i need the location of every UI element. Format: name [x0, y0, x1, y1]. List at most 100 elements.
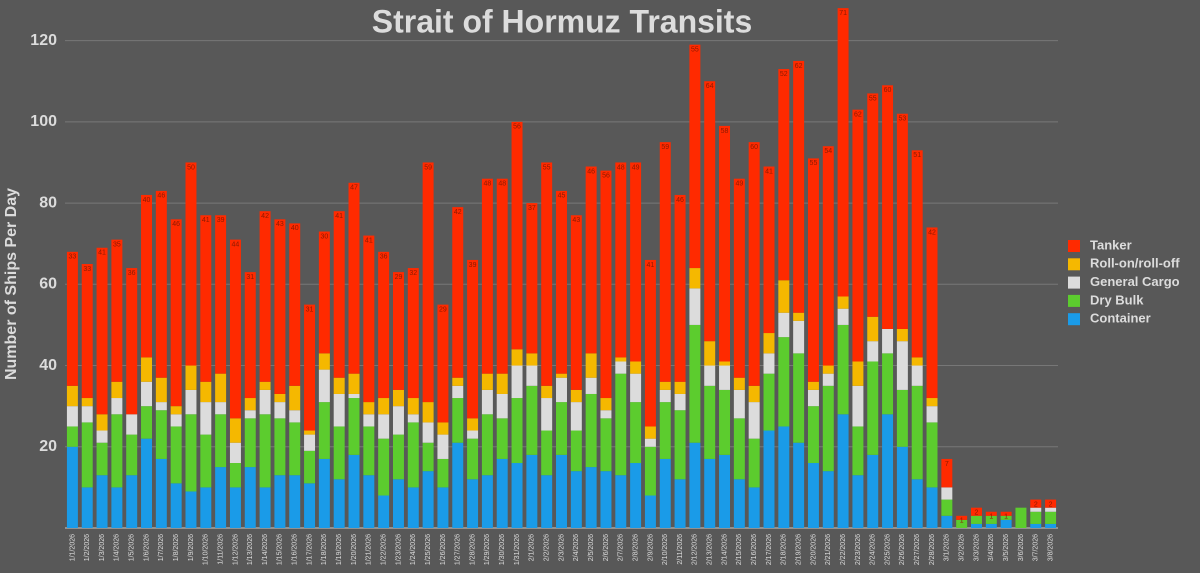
bar-segment	[66, 406, 78, 427]
x-tick-label: 2/8/2026	[632, 534, 639, 561]
bar-segment	[1015, 507, 1027, 528]
data-label: 55	[810, 160, 818, 167]
x-tick-label: 2/23/2026	[855, 534, 862, 565]
bar-segment	[807, 389, 819, 407]
bar-segment	[837, 8, 849, 297]
data-label: 43	[572, 217, 580, 224]
bar-segment	[185, 365, 197, 390]
x-tick-label: 1/5/2026	[129, 534, 136, 561]
bar-segment	[407, 422, 419, 488]
x-tick-label: 2/25/2026	[884, 534, 891, 565]
bar-segment	[66, 426, 78, 447]
bar-segment	[882, 85, 894, 329]
x-tick-label: 2/15/2026	[736, 534, 743, 565]
x-tick-label: 2/17/2026	[766, 534, 773, 565]
bar-segment	[141, 438, 152, 528]
bar-segment	[793, 60, 805, 313]
bar-segment	[200, 434, 212, 488]
bar-segment	[1030, 523, 1042, 528]
bar-segment	[867, 316, 879, 342]
bar-segment	[556, 190, 567, 374]
data-label: 52	[780, 71, 788, 78]
x-tick-label: 2/22/2026	[840, 534, 847, 565]
x-tick-label: 1/6/2026	[143, 534, 150, 561]
x-tick-label: 1/13/2026	[247, 534, 254, 565]
bar-segment	[437, 458, 449, 488]
bar-segment	[304, 483, 316, 528]
bar-segment	[867, 93, 879, 317]
x-tick-label: 2/12/2026	[692, 534, 699, 565]
x-tick-label: 1/24/2026	[410, 534, 417, 565]
bar-segment	[793, 442, 805, 528]
x-tick-label: 1/21/2026	[366, 534, 373, 565]
bar-segment	[793, 353, 805, 443]
bar-segment	[763, 166, 775, 334]
bar-segment	[1000, 519, 1012, 528]
data-label: 62	[795, 63, 803, 70]
bar-segment	[778, 69, 790, 281]
bar-segment	[659, 142, 671, 382]
data-label: 1	[960, 518, 964, 525]
bar-segment	[496, 178, 508, 374]
data-label: 36	[380, 254, 388, 261]
bar-segment	[985, 511, 997, 516]
data-label: 41	[365, 237, 373, 244]
bar-segment	[719, 454, 731, 528]
x-tick-label: 3/2/2026	[959, 534, 966, 561]
bar-segment	[941, 499, 953, 516]
x-tick-label: 2/1/2026	[529, 534, 536, 561]
bar-segment	[200, 487, 212, 528]
bar-segment	[793, 312, 805, 321]
x-tick-label: 1/31/2026	[514, 534, 521, 565]
legend-swatch	[1068, 294, 1080, 307]
bar-segment	[926, 487, 938, 528]
data-label: 45	[558, 193, 566, 200]
x-tick-label: 2/11/2026	[677, 534, 684, 565]
bar-segment	[392, 272, 404, 390]
data-label: 40	[143, 197, 151, 204]
x-tick-label: 1/26/2026	[440, 534, 447, 565]
x-tick-label: 1/8/2026	[173, 534, 180, 561]
data-label: 64	[706, 83, 714, 90]
bar-segment	[215, 414, 227, 468]
bar-segment	[318, 369, 330, 403]
bar-segment	[630, 402, 642, 464]
y-tick-label: 80	[39, 194, 57, 211]
x-tick-label: 2/13/2026	[707, 534, 714, 565]
bar-segment	[659, 458, 671, 528]
x-tick-label: 1/29/2026	[484, 534, 491, 565]
bar-segment	[511, 349, 523, 366]
bar-segment	[600, 410, 612, 419]
x-tick-label: 2/14/2026	[721, 534, 728, 565]
bar-segment	[155, 458, 167, 528]
bar-segment	[778, 337, 790, 427]
x-tick-label: 1/16/2026	[292, 534, 299, 565]
bar-segment	[837, 308, 849, 325]
bar-segment	[971, 523, 982, 528]
bar-segment	[392, 434, 404, 480]
bar-segment	[66, 251, 78, 386]
data-label: 55	[691, 47, 699, 54]
bar-segment	[526, 203, 538, 354]
bar-segment	[407, 398, 419, 415]
bar-segment	[630, 361, 642, 374]
x-tick-label: 1/4/2026	[114, 534, 121, 561]
bar-segment	[600, 170, 612, 399]
x-tick-label: 3/8/2026	[1047, 534, 1054, 561]
bar-segment	[215, 373, 227, 403]
bar-segment	[481, 414, 493, 476]
x-tick-label: 2/5/2026	[588, 534, 595, 561]
data-label: 1	[989, 514, 993, 521]
x-tick-label: 2/19/2026	[795, 534, 802, 565]
bar-segment	[689, 324, 701, 443]
bar-segment	[170, 414, 182, 427]
bar-segment	[556, 402, 567, 455]
data-label: 59	[424, 164, 432, 171]
bar-segment	[289, 385, 301, 411]
bar-segment	[941, 487, 953, 500]
x-tick-label: 1/25/2026	[425, 534, 432, 565]
data-label: 56	[513, 124, 521, 131]
bar-segment	[882, 353, 894, 415]
bar-segment	[452, 442, 464, 528]
x-tick-label: 1/3/2026	[99, 534, 106, 561]
